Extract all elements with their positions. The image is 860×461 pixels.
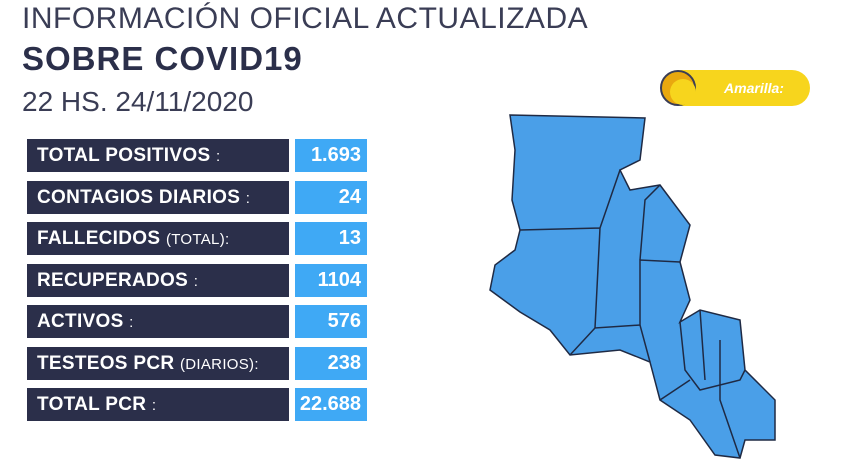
stat-value: 576 (295, 305, 367, 338)
stat-suffix: : (129, 314, 134, 331)
stat-value: 22.688 (295, 388, 367, 421)
stat-suffix: : (151, 397, 157, 414)
stat-value: 238 (295, 346, 367, 380)
stat-label-box: TOTAL POSITIVOS : (27, 139, 289, 172)
title-line: INFORMACIÓN OFICIAL ACTUALIZADA (22, 2, 589, 35)
stat-suffix: (TOTAL): (165, 231, 230, 248)
stat-suffix: : (193, 272, 199, 290)
stat-label-box: CONTAGIOS DIARIOS : (27, 180, 289, 214)
badge-icon (660, 70, 696, 106)
badge-label: Amarilla: (723, 80, 784, 96)
province (489, 114, 776, 459)
stat-label: TESTEOS PCR (37, 352, 175, 374)
stat-label-box: FALLECIDOS (TOTAL): (27, 222, 289, 255)
stat-suffix: : (245, 189, 251, 207)
date-line: 22 HS. 24/11/2020 (22, 86, 254, 117)
stat-value: 1104 (295, 263, 367, 297)
stat-label: RECUPERADOS (37, 269, 189, 291)
stat-label-box: ACTIVOS : (27, 305, 289, 338)
badge-bg (664, 70, 810, 106)
stat-label-box: TESTEOS PCR (DIARIOS): (27, 346, 289, 380)
stat-label: CONTAGIOS DIARIOS (37, 186, 241, 208)
badge-icon (670, 79, 696, 105)
stat-suffix: : (216, 148, 221, 165)
stat-value: 24 (295, 180, 367, 214)
stat-label: ACTIVOS (37, 311, 124, 332)
stat-label-box: RECUPERADOS : (27, 263, 289, 297)
stat-suffix: (DIARIOS): (179, 355, 259, 373)
stat-value: 1.693 (295, 139, 367, 172)
department-border (519, 169, 746, 459)
stat-label: TOTAL PCR (37, 394, 147, 415)
stat-value: 13 (295, 222, 367, 255)
stat-label: TOTAL POSITIVOS (37, 145, 211, 166)
title-line: SOBRE COVID19 (22, 40, 303, 77)
stat-label-box: TOTAL PCR : (27, 388, 289, 421)
stat-label: FALLECIDOS (37, 228, 161, 249)
